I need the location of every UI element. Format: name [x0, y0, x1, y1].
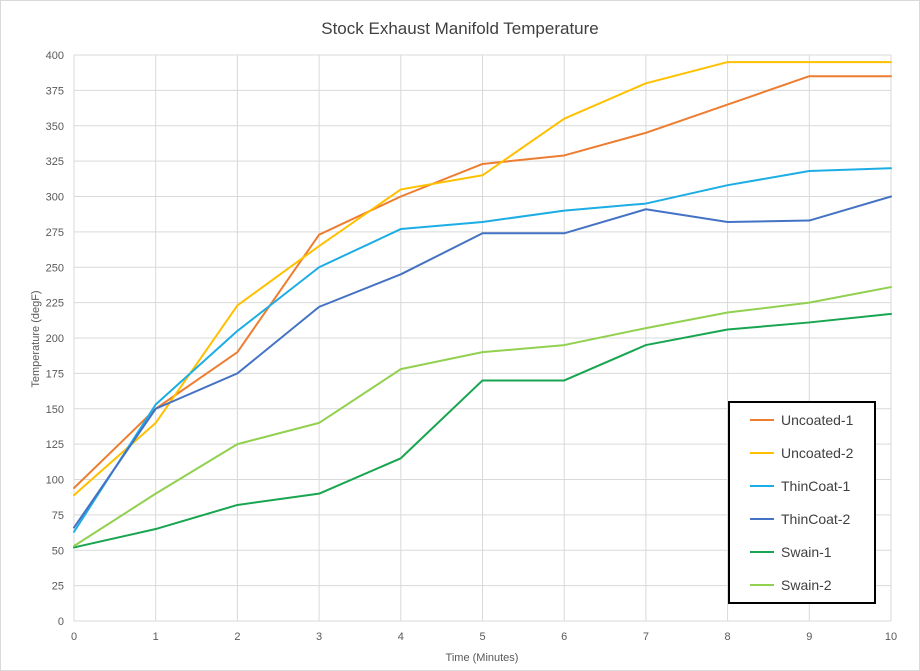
x-tick-label: 3: [316, 631, 322, 643]
x-tick-label: 1: [153, 631, 159, 643]
y-tick-label: 25: [52, 581, 64, 593]
grid-layer: [73, 54, 892, 622]
y-tick-label: 325: [46, 156, 64, 168]
y-tick-label: 200: [46, 333, 64, 345]
x-tick-label: 6: [561, 631, 567, 643]
chart-title: Stock Exhaust Manifold Temperature: [321, 19, 599, 38]
legend-label-swain-1: Swain-1: [781, 544, 832, 560]
legend-label-swain-2: Swain-2: [781, 577, 832, 593]
legend-label-uncoated-1: Uncoated-1: [781, 412, 854, 428]
y-tick-label: 150: [46, 404, 64, 416]
y-tick-label: 375: [46, 85, 64, 97]
y-tick-label: 100: [46, 475, 64, 487]
y-tick-label: 350: [46, 121, 64, 133]
y-tick-label: 125: [46, 439, 64, 451]
y-axis-title: Temperature (degF): [30, 290, 42, 387]
legend-label-uncoated-2: Uncoated-2: [781, 445, 854, 461]
series-layer: [73, 61, 892, 549]
y-tick-label: 250: [46, 262, 64, 274]
series-line-swain-2: [73, 286, 892, 548]
legend-box: [728, 401, 876, 604]
y-tick-label: 300: [46, 192, 64, 204]
y-tick-label: 75: [52, 510, 64, 522]
x-tick-label: 0: [71, 631, 77, 643]
y-tick-label: 0: [58, 616, 64, 628]
y-tick-label: 50: [52, 545, 64, 557]
x-tick-label: 2: [234, 631, 240, 643]
x-tick-label: 8: [725, 631, 731, 643]
x-axis-title: Time (Minutes): [446, 652, 519, 664]
x-tick-label: 10: [885, 631, 897, 643]
y-tick-label: 175: [46, 368, 64, 380]
series-line-thincoat-1: [73, 167, 892, 533]
series-line-swain-1: [73, 312, 892, 549]
legend-items: Uncoated-1 Uncoated-2 ThinCoat-1 ThinCoat-2…: [750, 412, 854, 593]
y-tick-label: 275: [46, 227, 64, 239]
x-tick-label: 7: [643, 631, 649, 643]
x-tick-label: 9: [806, 631, 812, 643]
y-tick-label: 400: [46, 50, 64, 62]
axis-layer: 0255075100125150175200225250275300325350…: [46, 50, 897, 643]
x-tick-label: 4: [398, 631, 404, 643]
y-tick-label: 225: [46, 298, 64, 310]
x-tick-label: 5: [479, 631, 485, 643]
legend-label-thincoat-1: ThinCoat-1: [781, 478, 850, 494]
legend-label-thincoat-2: ThinCoat-2: [781, 511, 850, 527]
legend: Uncoated-1 Uncoated-2 ThinCoat-1 ThinCoat-2…: [728, 401, 876, 604]
series-line-uncoated-1: [73, 75, 892, 489]
series-line-uncoated-2: [73, 61, 892, 497]
series-line-thincoat-2: [73, 195, 892, 529]
